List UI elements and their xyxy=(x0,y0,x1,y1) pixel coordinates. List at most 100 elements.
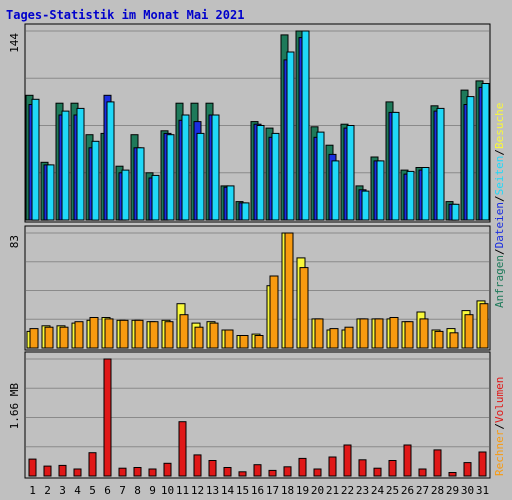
panel-hits: 144 xyxy=(8,23,491,223)
bar-rechner-day-13 xyxy=(209,322,219,349)
bar-volumen-day-14 xyxy=(223,467,232,477)
legend-separator: / xyxy=(493,195,506,202)
panel-volume: 1.66 MB xyxy=(8,351,491,479)
x-tick-label: 11 xyxy=(176,484,189,497)
x-tick-label: 30 xyxy=(461,484,474,497)
y-max-label: 83 xyxy=(8,235,21,248)
bar-volumen-day-28 xyxy=(433,449,442,477)
bar-rechner-day-25 xyxy=(389,317,399,349)
bar-seiten-day-12 xyxy=(196,132,205,221)
bar-volumen-day-11 xyxy=(178,421,187,477)
bar-rechner-day-16 xyxy=(254,335,264,349)
legend-upper: Anfragen/Dateien/Seiten/Besuche xyxy=(493,103,506,308)
bar-seiten-day-15 xyxy=(241,202,250,221)
x-tick-label: 27 xyxy=(416,484,429,497)
x-tick-label: 23 xyxy=(356,484,369,497)
bar-volumen-day-3 xyxy=(58,464,67,477)
bar-seiten-day-8 xyxy=(136,147,145,221)
bar-volumen-day-18 xyxy=(283,466,292,477)
legend-item-besuche: Besuche xyxy=(493,103,506,149)
bar-volumen-day-20 xyxy=(313,468,322,477)
x-tick-label: 2 xyxy=(44,484,51,497)
legend-separator: / xyxy=(493,423,506,430)
bar-seiten-day-5 xyxy=(91,140,100,221)
x-tick-label: 16 xyxy=(251,484,264,497)
x-tick-label: 17 xyxy=(266,484,279,497)
legend-separator: / xyxy=(493,248,506,255)
series-rechner xyxy=(29,232,489,349)
bar-rechner-day-30 xyxy=(464,314,474,349)
bar-volumen-day-31 xyxy=(478,451,487,477)
x-tick-label: 18 xyxy=(281,484,294,497)
bar-volumen-day-15 xyxy=(238,471,247,477)
x-tick-label: 26 xyxy=(401,484,414,497)
bar-rechner-day-3 xyxy=(59,326,69,349)
bar-seiten-day-6 xyxy=(106,101,115,221)
bar-rechner-day-29 xyxy=(449,332,459,349)
bar-seiten-day-26 xyxy=(406,170,415,221)
bar-seiten-day-18 xyxy=(286,51,295,221)
bar-seiten-day-29 xyxy=(451,203,460,221)
x-tick-label: 24 xyxy=(371,484,385,497)
y-max-label: 144 xyxy=(8,33,21,53)
bar-seiten-day-17 xyxy=(271,132,280,221)
bar-volumen-day-1 xyxy=(28,458,37,477)
bar-volumen-day-16 xyxy=(253,464,262,477)
bar-rechner-day-23 xyxy=(359,318,369,349)
bar-seiten-day-9 xyxy=(151,174,160,221)
bar-rechner-day-22 xyxy=(344,326,354,349)
bar-rechner-day-15 xyxy=(239,335,249,349)
bar-rechner-day-14 xyxy=(224,329,234,349)
x-tick-label: 4 xyxy=(74,484,81,497)
x-tick-label: 7 xyxy=(119,484,126,497)
bar-rechner-day-8 xyxy=(134,319,144,349)
x-tick-label: 1 xyxy=(29,484,36,497)
bar-seiten-day-24 xyxy=(376,160,385,221)
bar-volumen-day-12 xyxy=(193,454,202,477)
x-tick-label: 15 xyxy=(236,484,249,497)
bar-volumen-day-30 xyxy=(463,462,472,477)
x-tick-label: 13 xyxy=(206,484,219,497)
bar-seiten-day-7 xyxy=(121,169,130,221)
bar-rechner-day-18 xyxy=(284,232,294,349)
chart-panels: 144 83 1.66 MB xyxy=(8,23,491,479)
bar-rechner-day-27 xyxy=(419,318,429,349)
bar-volumen-day-19 xyxy=(298,457,307,477)
bar-seiten-day-3 xyxy=(61,110,70,221)
bar-volumen-day-7 xyxy=(118,467,127,477)
bar-seiten-day-31 xyxy=(481,83,490,221)
bar-seiten-day-2 xyxy=(46,164,55,221)
x-tick-label: 28 xyxy=(431,484,444,497)
x-tick-label: 14 xyxy=(221,484,235,497)
bar-volumen-day-25 xyxy=(388,460,397,477)
x-tick-label: 10 xyxy=(161,484,174,497)
bar-volumen-day-2 xyxy=(43,465,52,477)
bar-seiten-day-28 xyxy=(436,107,445,221)
x-axis-day-labels: 1 2 3 4 5 6 7 8 9 10 11 12 13 14 15 16 17 18 19 20 21 22 23 24 2… xyxy=(29,484,489,497)
bar-rechner-day-21 xyxy=(329,328,339,349)
bar-volumen-day-9 xyxy=(148,468,157,477)
bar-seiten-day-23 xyxy=(361,190,370,221)
x-tick-label: 8 xyxy=(134,484,141,497)
bar-seiten-day-13 xyxy=(211,114,220,221)
bar-seiten-day-14 xyxy=(226,185,235,221)
bar-volumen-day-22 xyxy=(343,444,352,477)
legend-item-seiten: Seiten xyxy=(493,156,506,196)
bar-rechner-day-5 xyxy=(89,317,99,349)
bar-volumen-day-4 xyxy=(73,468,82,477)
x-tick-label: 25 xyxy=(386,484,399,497)
bar-seiten-day-10 xyxy=(166,134,175,221)
x-tick-label: 29 xyxy=(446,484,459,497)
bar-volumen-day-6 xyxy=(103,358,112,477)
bar-volumen-day-23 xyxy=(358,459,367,477)
bar-seiten-day-20 xyxy=(316,131,325,221)
panel-frame xyxy=(24,351,491,479)
bar-rechner-day-20 xyxy=(314,318,324,349)
bar-rechner-day-28 xyxy=(434,330,444,349)
legend-separator: / xyxy=(493,149,506,156)
y-max-label: 1.66 MB xyxy=(8,383,21,430)
bar-rechner-day-12 xyxy=(194,326,204,349)
bar-rechner-day-2 xyxy=(44,326,54,349)
